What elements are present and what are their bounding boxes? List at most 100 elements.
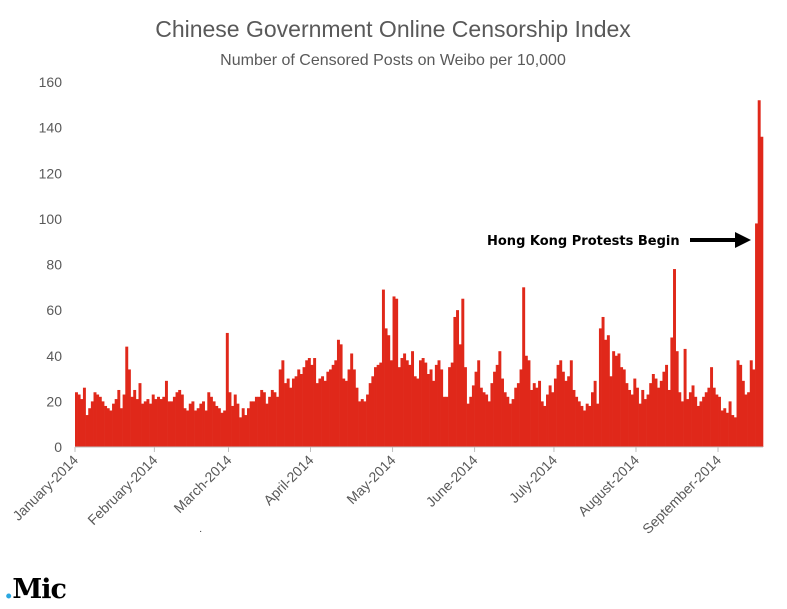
- bar: [268, 396, 272, 447]
- bar: [448, 367, 452, 447]
- bar: [397, 367, 401, 447]
- bar: [141, 403, 145, 447]
- bar: [532, 383, 536, 448]
- bar: [733, 417, 737, 447]
- bar: [426, 374, 430, 447]
- bar: [580, 405, 584, 447]
- bar: [82, 387, 86, 447]
- bar: [374, 367, 377, 447]
- bar: [299, 374, 303, 447]
- bar: [162, 396, 166, 447]
- bar: [543, 405, 547, 447]
- bar: [429, 369, 433, 447]
- bar: [437, 360, 441, 447]
- bar: [188, 403, 192, 447]
- bar: [326, 371, 330, 447]
- bar: [358, 401, 362, 448]
- bar: [355, 387, 359, 447]
- bar: [670, 337, 674, 447]
- bar: [715, 394, 719, 447]
- bar: [598, 328, 602, 448]
- y-tick-label: 100: [39, 211, 63, 227]
- bar: [149, 403, 153, 447]
- bar: [657, 387, 661, 447]
- bar: [127, 369, 131, 447]
- bar: [196, 408, 200, 447]
- bar: [366, 394, 370, 447]
- bar: [278, 369, 282, 447]
- bar: [220, 412, 224, 447]
- x-tick-label: May-2014: [343, 452, 398, 507]
- bar: [760, 136, 764, 447]
- bar: [511, 399, 515, 447]
- stray-mark: ·: [199, 526, 203, 537]
- bar: [88, 408, 92, 447]
- bar: [307, 358, 311, 447]
- bar: [567, 376, 571, 447]
- bar: [138, 383, 142, 448]
- bar: [675, 351, 679, 447]
- bar: [524, 355, 528, 447]
- bar: [119, 408, 123, 447]
- bar: [186, 410, 190, 447]
- bar: [318, 378, 322, 447]
- bar: [133, 389, 137, 447]
- bar: [561, 371, 565, 447]
- bar: [85, 415, 89, 447]
- bar: [548, 385, 552, 447]
- bar: [419, 360, 422, 447]
- bar: [344, 380, 348, 447]
- bar: [379, 362, 383, 447]
- bar: [572, 389, 576, 447]
- bar: [575, 396, 579, 447]
- bar: [704, 392, 708, 447]
- y-axis: 0 20 40 60 80 100 120 140 160: [39, 74, 63, 455]
- bar: [688, 392, 692, 447]
- bar: [336, 339, 340, 447]
- bar: [583, 410, 587, 447]
- bar: [416, 378, 420, 447]
- bar: [170, 401, 174, 448]
- bar: [109, 410, 113, 447]
- bar: [194, 410, 198, 447]
- bar: [204, 410, 208, 447]
- bar: [728, 401, 732, 448]
- bar: [257, 396, 261, 447]
- bar: [638, 403, 642, 447]
- bar: [90, 401, 94, 448]
- bar: [739, 364, 743, 448]
- bar: [506, 396, 510, 447]
- bar: [101, 401, 105, 448]
- bar: [368, 383, 372, 448]
- bar: [302, 367, 306, 447]
- bar: [752, 369, 756, 447]
- bar: [291, 378, 295, 447]
- mic-logo: .Mic: [4, 574, 67, 605]
- bar: [635, 387, 639, 447]
- bar: [445, 396, 449, 447]
- bar: [294, 376, 298, 447]
- bar: [596, 403, 600, 447]
- bar: [241, 408, 245, 447]
- bar: [654, 378, 658, 447]
- bar: [725, 412, 729, 447]
- bar: [114, 399, 118, 447]
- bar: [98, 396, 102, 447]
- bar: [249, 401, 253, 448]
- bar: [273, 392, 277, 447]
- x-tick-label: June-2014: [423, 452, 481, 510]
- bar: [209, 396, 213, 447]
- bar: [154, 399, 158, 447]
- bar: [440, 369, 444, 447]
- bar: [604, 339, 608, 447]
- bar: [741, 380, 745, 447]
- bar: [633, 378, 637, 447]
- bar: [723, 408, 727, 447]
- x-axis: January-2014 February-2014 March-2014 April…: [9, 447, 724, 537]
- bar: [323, 380, 327, 447]
- bar: [686, 399, 690, 447]
- bar: [403, 353, 407, 447]
- bar: [718, 396, 721, 447]
- bar: [577, 401, 581, 448]
- bar: [622, 369, 626, 447]
